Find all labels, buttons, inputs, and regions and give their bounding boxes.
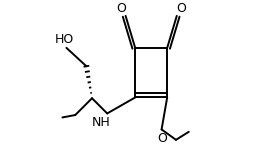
Text: O: O: [157, 132, 167, 145]
Text: O: O: [117, 2, 126, 15]
Text: NH: NH: [92, 116, 111, 129]
Text: HO: HO: [55, 33, 74, 46]
Text: O: O: [176, 2, 186, 15]
